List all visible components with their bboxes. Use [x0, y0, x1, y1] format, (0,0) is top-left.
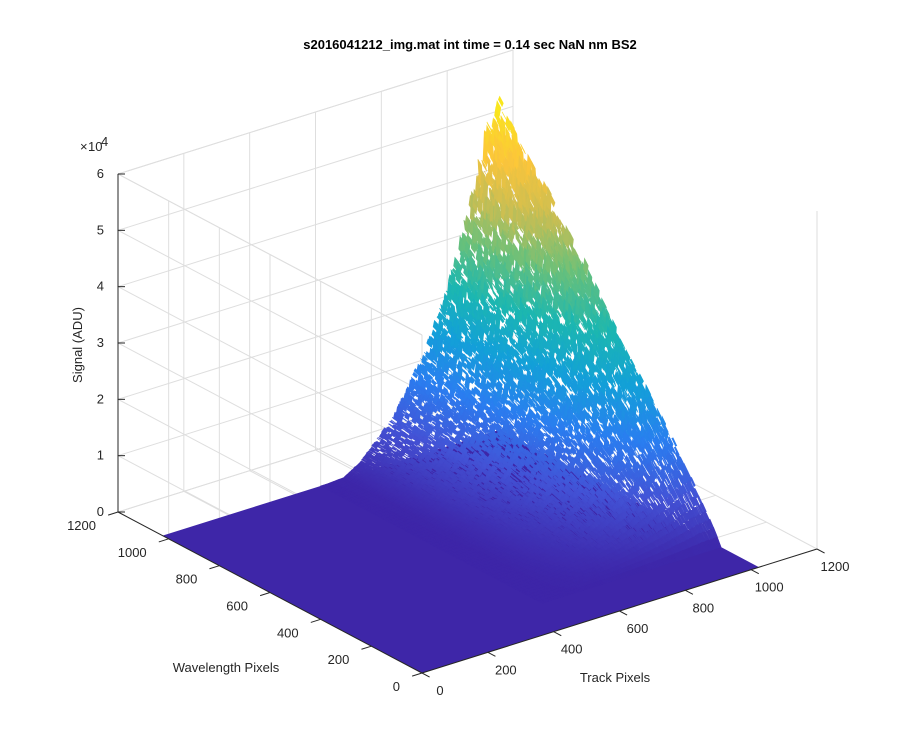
surface-patch: [458, 270, 464, 277]
surface-patch: [401, 417, 408, 422]
surface-patch: [457, 333, 464, 339]
surface-patch: [495, 99, 502, 117]
surface-layer: [162, 95, 760, 673]
box-edge: [117, 49, 514, 175]
surface-patch: [365, 451, 373, 456]
surface-patch: [436, 315, 443, 322]
surface-patch: [391, 446, 398, 451]
surface-patch: [422, 364, 429, 376]
surface-patch: [412, 371, 419, 379]
surface-patch: [462, 433, 469, 438]
surface-patch: [469, 249, 476, 259]
surface-patch: [439, 379, 446, 384]
surface-patch: [546, 271, 553, 287]
box-edge: [117, 173, 423, 336]
surface-patch: [372, 450, 379, 455]
surface-patch: [422, 354, 429, 361]
surface-patch: [440, 320, 446, 327]
surface-patch: [404, 412, 411, 421]
surface-patch: [481, 159, 488, 172]
surface-patch: [385, 441, 391, 446]
surface-patch: [430, 360, 438, 365]
surface-patch: [498, 95, 504, 108]
surface-patch: [367, 450, 374, 454]
surface-patch: [397, 423, 404, 430]
surface-patch: [432, 379, 438, 385]
surface-patch: [425, 376, 432, 386]
surface-patch: [410, 402, 417, 407]
surface-patch: [432, 319, 439, 332]
surface-patch: [409, 392, 416, 398]
surface-patch: [428, 375, 435, 381]
surface-patch: [387, 451, 394, 457]
surface-patch: [393, 458, 400, 464]
surface-patch: [406, 419, 413, 425]
surface-patch: [373, 448, 380, 453]
surface-patch: [455, 269, 462, 285]
surface-patch: [491, 288, 498, 299]
